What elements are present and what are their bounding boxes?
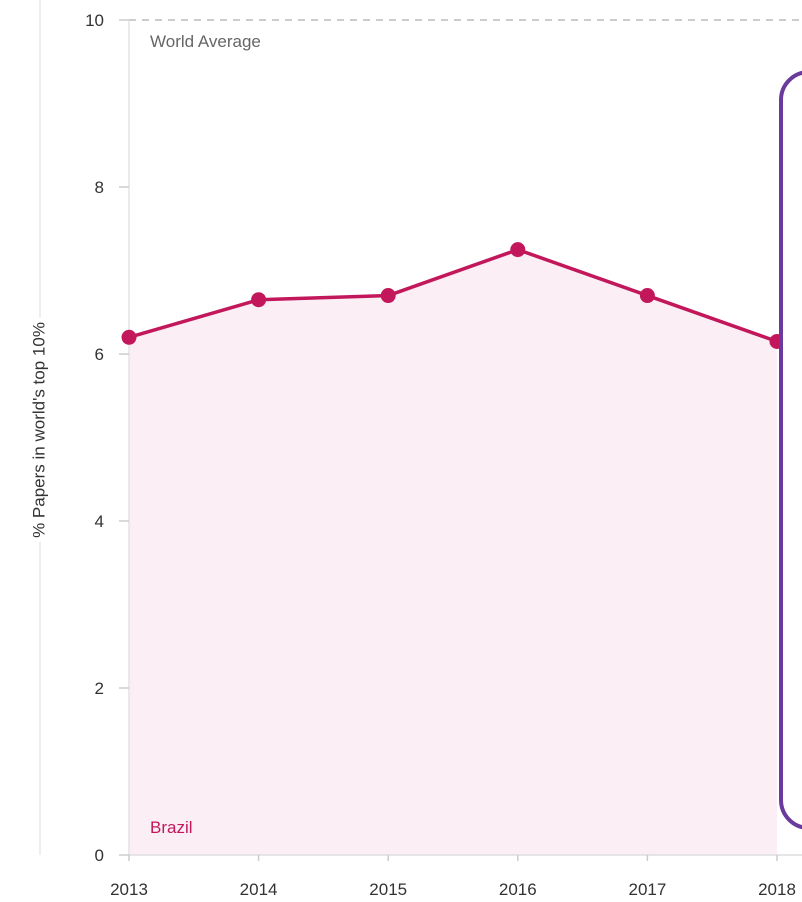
y-tick-label: 0 bbox=[95, 846, 104, 865]
x-tick-label: 2017 bbox=[628, 880, 666, 899]
y-tick-label: 6 bbox=[95, 345, 104, 364]
reference-layer: World Average bbox=[129, 19, 802, 51]
x-tick-label: 2018 bbox=[758, 880, 796, 899]
series-area-brazil bbox=[129, 249, 777, 855]
axis-layer: 0 2 4 6 8 10 2013 2014 2015 2016 2017 2018 bbox=[39, 0, 802, 899]
series-line-layer bbox=[128, 247, 778, 344]
y-tick-label: 10 bbox=[85, 11, 104, 30]
y-tick-label: 4 bbox=[95, 512, 104, 531]
overlay-panel bbox=[779, 70, 802, 830]
series-point-brazil bbox=[510, 242, 526, 258]
y-axis-title: % Papers in world's top 10% bbox=[29, 322, 48, 538]
series-point-brazil bbox=[380, 288, 396, 304]
series-point-brazil bbox=[251, 292, 267, 308]
x-tick-label: 2014 bbox=[240, 880, 278, 899]
series-label-brazil: Brazil bbox=[150, 818, 193, 837]
series-line-brazil bbox=[128, 247, 778, 344]
world-average-label: World Average bbox=[150, 32, 261, 51]
y-tick-label: 8 bbox=[95, 178, 104, 197]
area-layer bbox=[129, 249, 777, 855]
y-tick-label: 2 bbox=[95, 679, 104, 698]
x-tick-label: 2015 bbox=[369, 880, 407, 899]
series-point-brazil bbox=[639, 288, 655, 304]
series-point-brazil bbox=[121, 329, 137, 345]
x-tick-label: 2013 bbox=[110, 880, 148, 899]
x-tick-label: 2016 bbox=[499, 880, 537, 899]
